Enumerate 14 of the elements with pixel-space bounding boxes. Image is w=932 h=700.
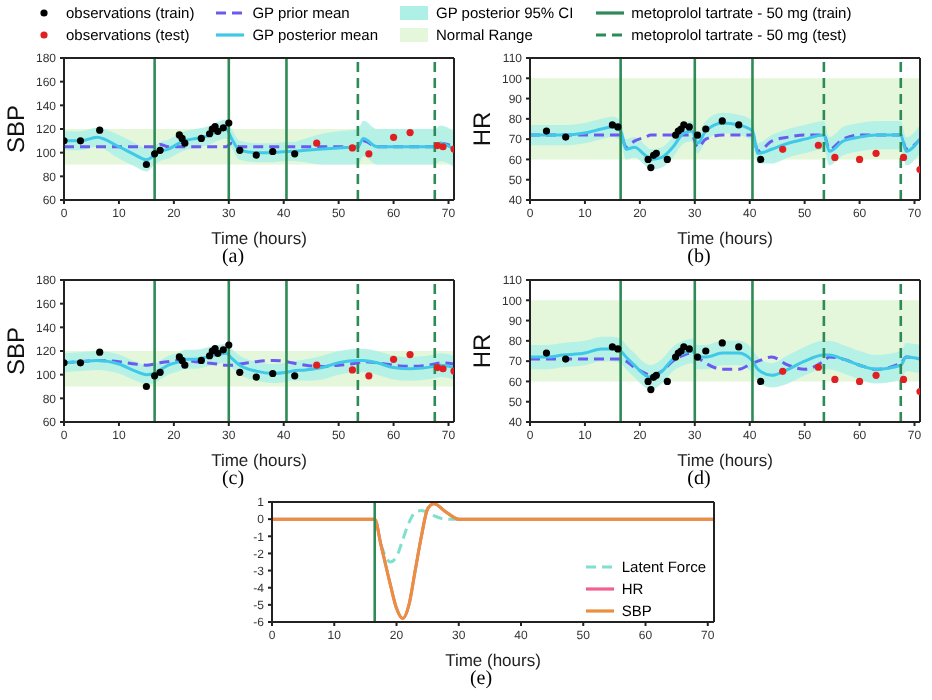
x-axis-title: Time (hours) [677, 228, 774, 248]
text: (e) [467, 668, 493, 692]
y-axis-title: HR [468, 111, 496, 147]
x-axis-title: Time (hours) [211, 228, 308, 248]
x-axis-title: Time (hours) [445, 650, 542, 670]
text: (a) [219, 246, 247, 270]
text: (b) [685, 246, 713, 270]
text: (d) [685, 468, 713, 492]
text: (c) [219, 468, 247, 492]
y-axis-title: SBP [2, 326, 30, 376]
y-axis-title: HR [468, 333, 496, 369]
x-axis-title: Time (hours) [677, 450, 774, 470]
y-axis-title: SBP [2, 104, 30, 154]
x-axis-title: Time (hours) [211, 450, 308, 470]
